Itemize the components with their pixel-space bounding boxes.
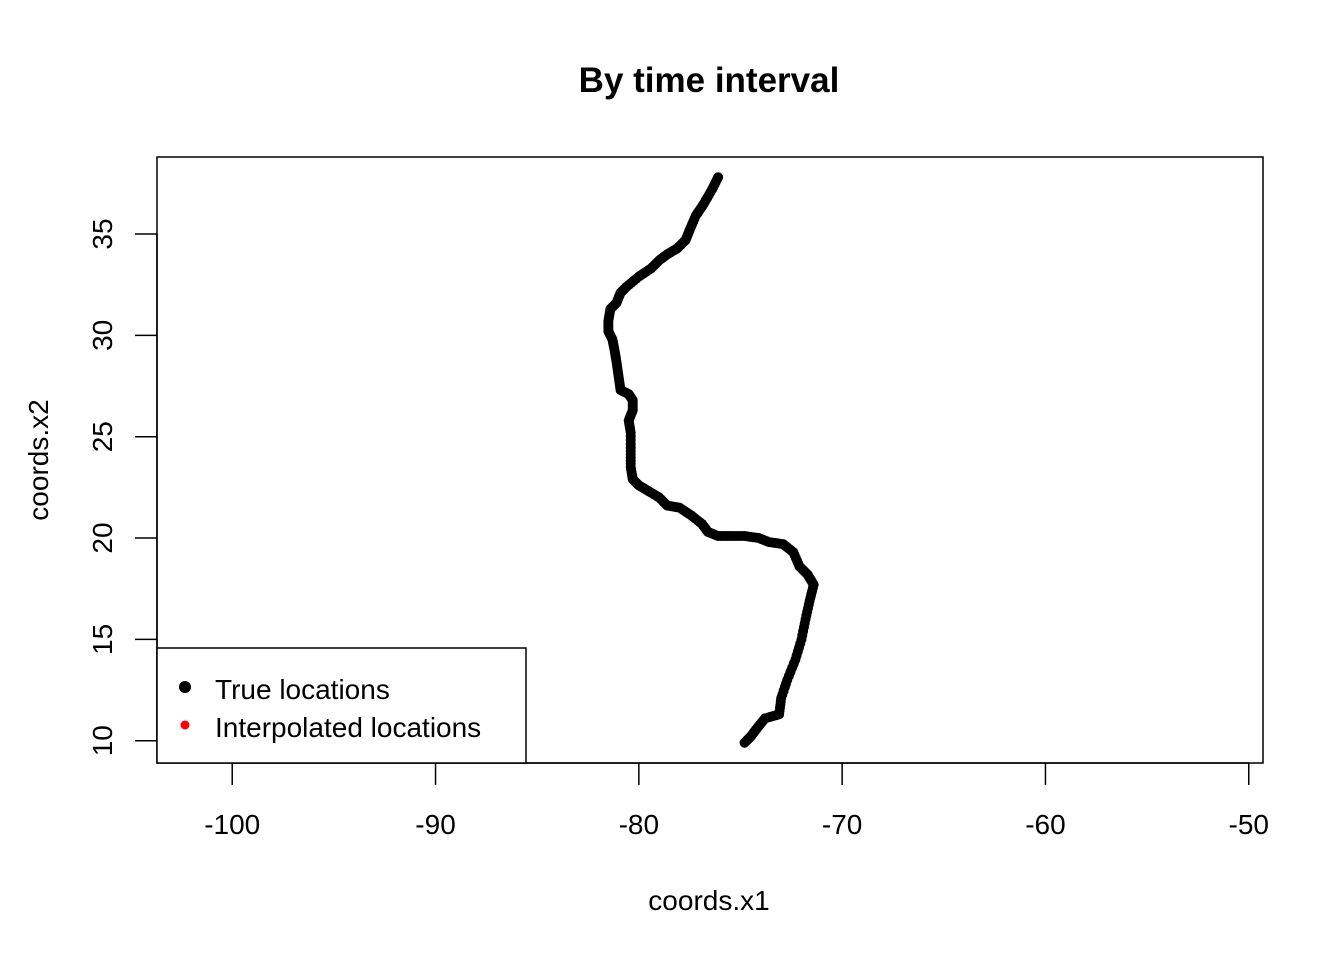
y-tick-label: 35 [87,218,118,249]
y-tick-label: 15 [87,624,118,655]
x-axis: -100 -90 -80 -70 -60 -50 [204,762,1269,840]
x-axis-label: coords.x1 [648,885,769,916]
legend-marker-interpolated [180,720,190,730]
legend-marker-true [179,681,191,693]
chart-title: By time interval [579,61,840,100]
y-tick-label: 30 [87,320,118,351]
x-tick-label: -100 [204,809,260,840]
legend: True locations Interpolated locations [156,647,527,764]
y-tick-label: 20 [87,522,118,553]
x-tick-label: -50 [1229,809,1269,840]
x-tick-label: -60 [1025,809,1065,840]
x-tick-label: -80 [619,809,659,840]
y-axis: 10 15 20 25 30 35 [87,218,158,756]
x-tick-label: -70 [822,809,862,840]
y-tick-label: 25 [87,421,118,452]
legend-box [156,647,527,764]
y-tick-label: 10 [87,725,118,756]
x-tick-label: -90 [415,809,455,840]
data-points [603,172,819,748]
legend-label-interpolated: Interpolated locations [215,712,481,743]
y-axis-label: coords.x2 [23,399,54,520]
legend-label-true: True locations [215,674,390,705]
data-point [739,737,750,748]
